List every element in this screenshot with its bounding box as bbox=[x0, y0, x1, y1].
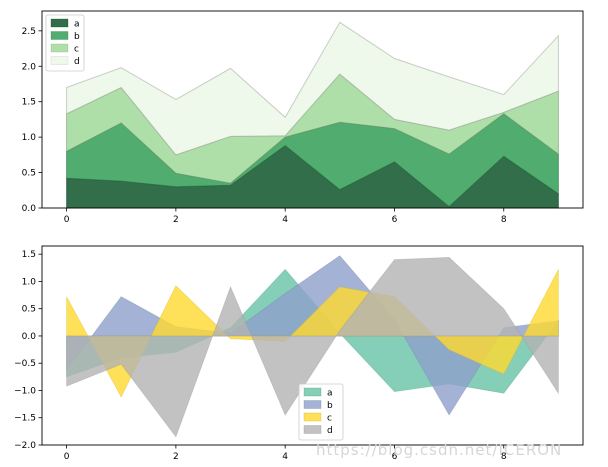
legend-swatch-c bbox=[50, 43, 69, 53]
watermark-text: https://blog.csdn.net/ICERON bbox=[316, 441, 562, 459]
x-tick-label: 0 bbox=[64, 452, 70, 462]
legend-swatch-b bbox=[303, 400, 322, 409]
y-tick-label: 0.5 bbox=[22, 305, 36, 315]
legend-label-a: a bbox=[327, 389, 333, 399]
x-tick-label: 4 bbox=[282, 215, 288, 225]
legend-label-b: b bbox=[327, 401, 333, 411]
y-tick-label: 1.5 bbox=[22, 98, 36, 108]
y-tick-label: 2.5 bbox=[22, 27, 36, 37]
legend-swatch-c bbox=[303, 412, 322, 422]
legend-label-d: d bbox=[74, 57, 80, 67]
series-area-d bbox=[66, 21, 559, 156]
legend-label-b: b bbox=[74, 32, 80, 42]
legend-swatch-d bbox=[50, 56, 69, 65]
x-tick-label: 8 bbox=[501, 215, 507, 225]
y-tick-label: −0.5 bbox=[14, 359, 36, 369]
legend-label-c: c bbox=[327, 414, 332, 424]
legend-swatch-a bbox=[50, 18, 69, 28]
legend-label-c: c bbox=[74, 45, 79, 55]
legend-swatch-b bbox=[50, 31, 69, 40]
y-tick-label: 1.0 bbox=[22, 277, 37, 287]
y-tick-label: 0.0 bbox=[22, 204, 37, 214]
y-tick-label: 1.5 bbox=[22, 250, 36, 260]
legend-swatch-d bbox=[303, 425, 322, 434]
x-tick-label: 8 bbox=[501, 452, 507, 462]
x-tick-label: 6 bbox=[392, 452, 398, 462]
x-tick-label: 6 bbox=[392, 215, 398, 225]
x-tick-label: 4 bbox=[282, 452, 288, 462]
axes-frame bbox=[41, 10, 584, 209]
y-tick-label: −2.0 bbox=[14, 441, 36, 451]
legend-label-d: d bbox=[327, 426, 333, 436]
series-area-d bbox=[66, 256, 559, 438]
x-tick-label: 2 bbox=[173, 215, 179, 225]
axes-frame bbox=[41, 245, 584, 446]
x-tick-label: 0 bbox=[64, 215, 70, 225]
y-tick-label: 0.0 bbox=[22, 332, 37, 342]
legend-swatch-a bbox=[303, 387, 322, 397]
y-tick-label: −1.5 bbox=[14, 414, 36, 424]
legend-label-a: a bbox=[74, 20, 80, 30]
y-tick-label: 0.5 bbox=[22, 169, 36, 179]
y-tick-label: −1.0 bbox=[14, 386, 36, 396]
y-tick-label: 2.0 bbox=[22, 62, 37, 72]
x-tick-label: 2 bbox=[173, 452, 179, 462]
y-tick-label: 1.0 bbox=[22, 133, 37, 143]
